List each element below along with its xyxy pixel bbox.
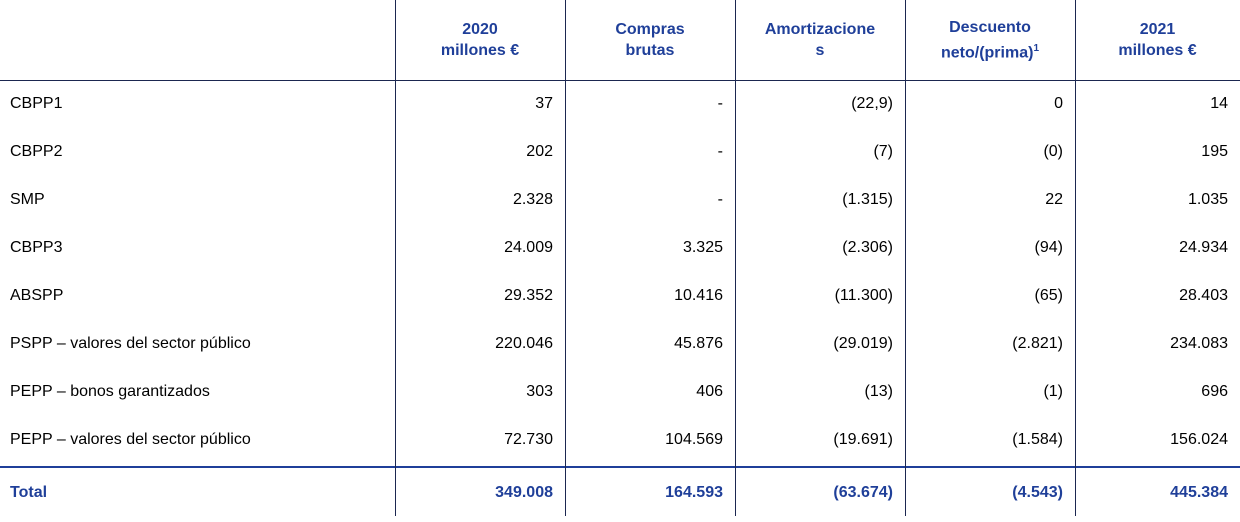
cell-value: (94) [1034, 239, 1063, 256]
header-line: Compras [615, 21, 685, 38]
cell-value: 406 [696, 383, 723, 400]
cell-value: - [717, 191, 723, 208]
row-label: CBPP2 [10, 143, 63, 160]
row-label: CBPP1 [10, 95, 63, 112]
cell-value: (1) [1043, 383, 1063, 400]
cell-value: (19.691) [833, 431, 893, 448]
cell-value: 45.876 [674, 335, 723, 352]
total-value: (4.543) [1012, 484, 1063, 501]
header-line: neto/(prima)1 [940, 42, 1039, 62]
column-divider [1075, 0, 1076, 516]
cell-value: 28.403 [1179, 287, 1228, 304]
cell-value: 0 [1054, 95, 1063, 112]
row-label: CBPP3 [10, 239, 63, 256]
cell-value: 14 [1210, 95, 1228, 112]
header-line: Amortizacione [764, 21, 876, 38]
cell-value: (65) [1034, 287, 1063, 304]
cell-value: (1.315) [842, 191, 893, 208]
column-header: 2020 millones € [395, 0, 565, 80]
cell-value: 202 [526, 143, 553, 160]
total-label: Total [10, 484, 48, 501]
column-header: 2021 millones € [1075, 0, 1240, 80]
cell-value: 37 [535, 95, 553, 112]
cell-value: 156.024 [1170, 431, 1228, 448]
column-divider [395, 0, 396, 516]
total-divider [0, 466, 1240, 468]
cell-value: 24.009 [504, 239, 553, 256]
cell-value: 195 [1201, 143, 1228, 160]
cell-value: (29.019) [833, 335, 893, 352]
footnote-mark: 1 [1033, 42, 1039, 54]
cell-value: 220.046 [495, 335, 553, 352]
cell-value: (2.821) [1012, 335, 1063, 352]
header-line: 2021 [1139, 21, 1176, 38]
cell-value: 2.328 [512, 191, 553, 208]
column-header: Compras brutas [565, 0, 735, 80]
column-divider [905, 0, 906, 516]
cell-value: 234.083 [1170, 335, 1228, 352]
cell-value: 24.934 [1179, 239, 1228, 256]
total-value: 445.384 [1170, 484, 1228, 501]
cell-value: 3.325 [682, 239, 723, 256]
row-label: ABSPP [10, 287, 64, 304]
cell-value: 303 [526, 383, 553, 400]
cell-value: 29.352 [504, 287, 553, 304]
row-label: PEPP – bonos garantizados [10, 383, 210, 400]
cell-value: (11.300) [834, 287, 893, 304]
cell-value: (22,9) [851, 95, 893, 112]
cell-value: (13) [864, 383, 893, 400]
cell-value: 696 [1201, 383, 1228, 400]
cell-value: 22 [1045, 191, 1063, 208]
header-line: 2020 [462, 21, 498, 38]
row-label: SMP [10, 191, 45, 208]
cell-value: - [717, 95, 723, 112]
total-value: (63.674) [833, 484, 893, 501]
cell-value: 10.416 [674, 287, 723, 304]
header-line: brutas [625, 42, 675, 59]
header-line: s [815, 42, 825, 59]
header-line: Descuento [949, 18, 1031, 36]
header-divider [0, 80, 1240, 81]
row-label: PSPP – valores del sector público [10, 335, 251, 352]
header-line: millones € [440, 42, 520, 59]
cell-value: (1.584) [1012, 431, 1063, 448]
cell-value: (0) [1043, 143, 1063, 160]
column-header: Amortizacione s [735, 0, 905, 80]
header-line: millones € [1118, 42, 1197, 59]
cell-value: - [717, 143, 723, 160]
total-value: 164.593 [665, 484, 723, 501]
row-label: PEPP – valores del sector público [10, 431, 251, 448]
column-divider [565, 0, 566, 516]
cell-value: 72.730 [504, 431, 553, 448]
total-value: 349.008 [495, 484, 553, 501]
cell-value: 104.569 [665, 431, 723, 448]
cell-value: (2.306) [842, 239, 893, 256]
column-divider [735, 0, 736, 516]
cell-value: (7) [873, 143, 893, 160]
cell-value: 1.035 [1187, 191, 1228, 208]
column-header: Descuento neto/(prima)1 [905, 0, 1075, 80]
